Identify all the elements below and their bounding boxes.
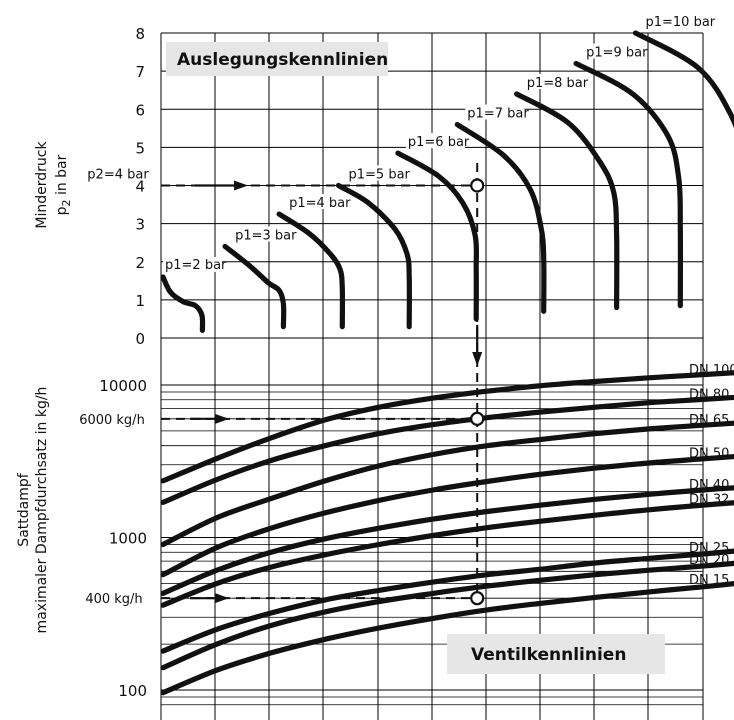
p2-marker (470, 178, 485, 193)
p2-annotation-label: p2=4 bar (87, 168, 149, 183)
valve-curve-dn-15-kv (160, 581, 734, 696)
pressure-curve-label-p1-4-bar: p1=4 bar (289, 196, 351, 211)
pressure-curve-label-p1-3-bar: p1=3 bar (235, 229, 297, 244)
bottom-chart-title: Ventilkennlinien (471, 645, 626, 665)
top-y-tick-label-4: 4 (135, 178, 145, 196)
flow-high-arrow-head (215, 413, 229, 424)
flow-low-arrow-head (215, 593, 229, 604)
pressure-curve-label-p1-5-bar: p1=5 bar (349, 168, 411, 183)
valve-curve-label-dn-20-kv: DN 20, KV (689, 553, 734, 568)
bottom-y-axis-title-line1: Sattdampf (16, 472, 32, 546)
top-y-tick-label-5: 5 (135, 139, 145, 157)
pressure-curve-label-bg-p1-6-bar (405, 133, 466, 149)
pressure-curve-p1-7-bar (454, 121, 547, 314)
valve-curve-label-dn-32-kv: DN 32, KV (689, 493, 734, 508)
valve-curve-dn-65-kv (160, 420, 734, 548)
top-y-tick-label-7: 7 (135, 63, 145, 81)
pressure-curve-label-bg-p1-2-bar (163, 257, 223, 272)
pressure-curve-label-p1-7-bar: p1=7 bar (467, 107, 529, 122)
top-y-tick-label-1: 1 (135, 292, 145, 310)
curves (160, 30, 734, 696)
reading-example-lines (161, 163, 483, 604)
p2-arrow-head (234, 180, 248, 191)
flow-high-marker (470, 411, 485, 426)
valve-curve-label-dn-80-kv: DN 80, KV (689, 388, 734, 403)
pressure-curve-label-bg-p1-3-bar (233, 226, 293, 242)
bottom-y-axis-title: Sattdampf maximaler Dampfdurchsatz in kg… (16, 387, 50, 634)
pressure-curve-label-p1-9-bar: p1=9 bar (586, 46, 648, 61)
top-chart-title: Auslegungskennlinien (177, 50, 388, 70)
pressure-curve-label-bg-p1-4-bar (287, 194, 347, 210)
pressure-curve-p1-6-bar (395, 150, 480, 322)
valve-curve-dn-40-kv (160, 485, 734, 596)
vertical-arrow-head (472, 352, 483, 366)
bottom-title-box (447, 634, 665, 674)
top-y-axis-title: Minderdruck p2 in bar (34, 141, 73, 229)
valve-curve-label-dn-50-kv: DN 50, KV (689, 446, 734, 461)
bottom-y-tick-label-1000: 1000 (109, 530, 147, 548)
bottom-y-axis-title-line2: maximaler Dampfdurchsatz in kg/h (34, 387, 50, 634)
valve-curve-dn-80-kv (160, 394, 734, 505)
pressure-curve-p1-5-bar (335, 182, 412, 330)
top-y-tick-label-8: 8 (135, 25, 145, 43)
pressure-curve-p1-10-bar (632, 30, 734, 129)
top-title-box (166, 42, 388, 76)
pressure-curve-label-bg-p1-10-bar (643, 13, 711, 28)
pressure-curve-label-p1-6-bar: p1=6 bar (408, 135, 470, 150)
pressure-curve-p1-2-bar (160, 274, 206, 333)
top-y-axis-title-line1: Minderdruck (34, 141, 50, 229)
top-y-axis-title-line2: p2 in bar (54, 154, 73, 215)
pressure-curve-label-p1-2-bar: p1=2 bar (165, 258, 227, 273)
valve-curve-label-dn-40-kv: DN 40, KV (689, 478, 734, 493)
pressure-curve-label-p1-8-bar: p1=8 bar (527, 76, 589, 91)
bottom-y-tick-label-100: 100 (118, 682, 147, 700)
pressure-curve-p1-3-bar (222, 243, 287, 330)
bottom-y-tick-label-10000: 10000 (99, 377, 147, 395)
top-y-tick-label-3: 3 (135, 216, 145, 234)
top-y-tick-label-6: 6 (135, 101, 145, 119)
valve-curve-dn-20-kv (160, 560, 734, 671)
pressure-curve-label-bg-p1-5-bar (346, 165, 406, 181)
valve-curve-dn-25-kv (160, 548, 734, 654)
pressure-curve-label-bg-p1-9-bar (584, 43, 644, 59)
valve-curve-dn-50-kv (160, 453, 734, 578)
pressure-curve-p1-8-bar (514, 91, 620, 311)
flow-low-annotation-label: 400 kg/h (85, 592, 142, 607)
pressure-curve-p1-9-bar (573, 60, 684, 309)
pressure-curve-label-p1-10-bar: p1=10 bar (646, 15, 716, 30)
valve-curve-label-dn-100-k: DN 100, K (689, 363, 734, 378)
pressure-curve-label-bg-p1-8-bar (524, 74, 584, 89)
valve-curve-dn-100-k (160, 370, 734, 484)
valve-curve-dn-32-kv (160, 500, 734, 608)
valve-curve-label-dn-15-kv: DN 15, KV (689, 573, 734, 588)
labels: 0 1 2 3 4 5 6 7 8 100 1000 10000 p1=2 bar p1=3 bar p1=… (79, 13, 734, 700)
flow-low-marker (470, 591, 485, 606)
pressure-curve-p1-4-bar (276, 211, 346, 330)
flow-high-annotation-label: 6000 kg/h (79, 413, 145, 428)
top-y-tick-label-0: 0 (135, 330, 145, 348)
valve-curve-label-dn-25-kv: DN 25, KV (689, 541, 734, 556)
valve-curve-label-dn-65-kv: DN 65, KV (689, 413, 734, 428)
pressure-curve-label-bg-p1-7-bar (465, 104, 525, 120)
top-y-tick-label-2: 2 (135, 254, 145, 272)
